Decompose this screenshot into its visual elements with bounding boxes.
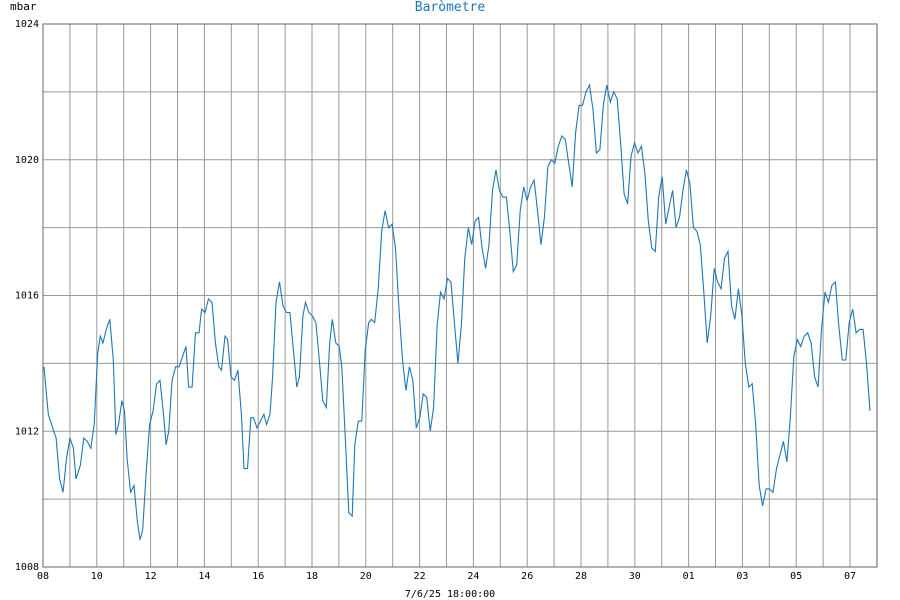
x-tick-label: 03 — [736, 571, 748, 582]
x-tick-label: 22 — [414, 571, 426, 582]
chart-title: Baròmetre — [414, 0, 486, 15]
x-tick-label: 24 — [467, 571, 479, 582]
x-tick-label: 01 — [683, 571, 695, 582]
y-tick-label: 1008 — [15, 562, 39, 573]
x-tick-label: 16 — [252, 571, 264, 582]
x-tick-label: 14 — [198, 571, 210, 582]
y-tick-label: 1020 — [15, 155, 39, 166]
x-tick-label: 08 — [37, 571, 49, 582]
x-tick-label: 20 — [360, 571, 372, 582]
pressure-series-line — [43, 83, 871, 541]
y-tick-label: 1016 — [15, 291, 39, 302]
x-tick-label: 05 — [790, 571, 802, 582]
x-tick-label: 12 — [145, 571, 157, 582]
x-tick-label: 18 — [306, 571, 318, 582]
x-tick-label: 28 — [575, 571, 587, 582]
x-tick-label: 30 — [629, 571, 641, 582]
y-axis-unit-label: mbar — [10, 0, 37, 13]
x-tick-label: 10 — [91, 571, 103, 582]
y-tick-labels: 1008 1012 1016 1020 1024 — [15, 19, 39, 573]
y-tick-label: 1012 — [15, 426, 39, 437]
x-tick-label: 26 — [521, 571, 533, 582]
horizontal-gridlines — [43, 23, 877, 568]
plot-frame — [42, 23, 878, 568]
x-axis-timestamp-label: 7/6/25 18:00:00 — [404, 589, 496, 600]
x-tick-label: 07 — [844, 571, 856, 582]
x-tick-labels: 08 10 12 14 16 18 20 22 24 26 28 30 01 03 05 07 — [37, 571, 856, 582]
y-tick-label: 1024 — [15, 19, 39, 30]
